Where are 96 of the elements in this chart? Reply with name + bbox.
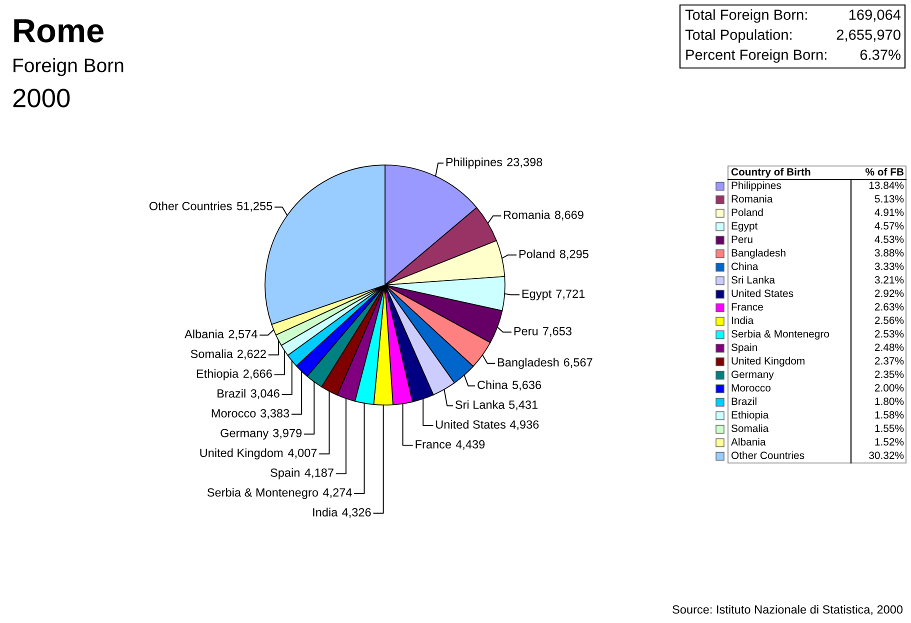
legend-title: Country of Birth [731, 168, 810, 178]
legend-label: United Kingdom [732, 356, 804, 367]
text: Total Foreign Born: [685, 9, 807, 23]
text: 2.48% [874, 344, 904, 352]
text: 13.84% [869, 182, 904, 190]
slice-label: Romania [504, 210, 550, 220]
text: 2.37% [874, 357, 904, 365]
text: 2.56% [874, 316, 904, 324]
text: 4.53% [874, 236, 904, 244]
legend-label: Other Countries [731, 451, 804, 460]
slice-label: Ethiopia [196, 369, 239, 380]
chart-title: Rome [14, 19, 104, 42]
text: 2.00% [874, 384, 904, 392]
legend-label: Ethiopia [732, 410, 769, 421]
text: 2.92% [874, 290, 904, 298]
text: 5.13% [874, 195, 904, 203]
chart-subtitle: Foreign Born [14, 58, 124, 76]
slice-label: Somalia [190, 349, 233, 358]
data-label: 2,666 [243, 370, 272, 380]
data-label: 8,295 [560, 250, 588, 260]
slice-label: United Kingdom [200, 448, 283, 460]
legend-label: Germany [732, 370, 774, 380]
legend-label: Serbia & Montenegro [731, 330, 830, 340]
legend-label: Albania [731, 438, 766, 446]
data-label: 4,007 [288, 448, 317, 458]
legend-label: Poland [732, 208, 763, 216]
legend-label: Bangladesh [732, 248, 786, 259]
text: 4.57% [874, 222, 904, 230]
text: 3.21% [874, 276, 904, 284]
data-label: 5,431 [509, 400, 538, 410]
slice-label: Peru [514, 327, 538, 336]
data-label: 7,721 [556, 290, 585, 300]
legend-label: Morocco [732, 384, 771, 392]
text: 6.37% [860, 50, 900, 60]
text: 30.32% [869, 452, 904, 460]
data-label: 3,979 [273, 428, 302, 439]
data-label: 4,439 [456, 440, 485, 450]
legend-label: China [732, 262, 758, 270]
slice-label: Other Countries [149, 202, 232, 210]
legend-label: Sri Lanka [731, 276, 776, 284]
slice-label: India [313, 508, 338, 516]
data-label: 4,274 [322, 488, 352, 498]
data-label: 4,326 [342, 508, 371, 518]
slice-label: Morocco [212, 409, 256, 418]
text: 1.80% [875, 398, 904, 406]
text: 169,064 [849, 10, 901, 22]
data-label: 2,622 [238, 350, 266, 360]
text: 2.35% [874, 370, 904, 378]
text: 2.63% [874, 303, 904, 311]
legend-label: Philippines [732, 181, 782, 192]
data-label: 23,398 [507, 158, 542, 168]
text: 1.52% [875, 438, 904, 446]
data-label: 2,574 [228, 330, 258, 340]
legend-label: Spain [731, 343, 757, 354]
slice-label: Poland [519, 250, 554, 258]
legend-label: United States [732, 289, 794, 298]
slice-label: China [478, 380, 508, 390]
legend-label: India [732, 316, 754, 324]
text: Total Population: [685, 29, 792, 43]
slice-label: United States [436, 420, 506, 429]
data-label: 3,383 [260, 409, 290, 419]
source-note: Source: Istituto Nazionale di Statistica, 2000 [672, 604, 903, 616]
data-label: 7,653 [543, 326, 572, 337]
legend-label: Peru [732, 236, 752, 244]
text: 1.58% [875, 411, 904, 419]
slice-label: Egypt [522, 290, 552, 300]
legend-label: Somalia [731, 424, 769, 432]
legend-label: Romania [732, 194, 773, 203]
text: 3.88% [874, 249, 904, 257]
data-label: 5,636 [512, 380, 542, 390]
data-label: 3,046 [250, 389, 280, 400]
data-label: 51,255 [237, 202, 272, 212]
text: 2000 [13, 88, 70, 108]
slice-label: Brazil [218, 388, 246, 398]
slice-label: Germany [220, 428, 269, 440]
slice-label: Spain [270, 468, 300, 480]
legend-label: Brazil [732, 397, 756, 406]
data-label: 4,936 [510, 420, 539, 430]
text: % of FB [865, 168, 904, 176]
legend-label: Egypt [732, 222, 758, 232]
slice-label: Sri Lanka [455, 400, 505, 409]
slice-label: Serbia & Montenegro [207, 488, 318, 499]
data-label: 8,669 [554, 210, 584, 220]
slice-label: Bangladesh [498, 358, 559, 369]
text: 2.53% [874, 330, 904, 338]
text: 1.55% [875, 424, 904, 432]
slice-label: France [416, 440, 452, 448]
data-label: 4,187 [304, 468, 334, 478]
slice-label: Albania [184, 330, 224, 338]
slice-label: Philippines [446, 158, 502, 169]
data-label: 6,567 [564, 358, 592, 368]
text: Percent Foreign Born: [686, 49, 826, 63]
text: 2,655,970 [836, 30, 900, 42]
legend-label: France [732, 303, 763, 311]
text: 3.33% [874, 262, 904, 270]
text: 4.91% [874, 208, 904, 216]
